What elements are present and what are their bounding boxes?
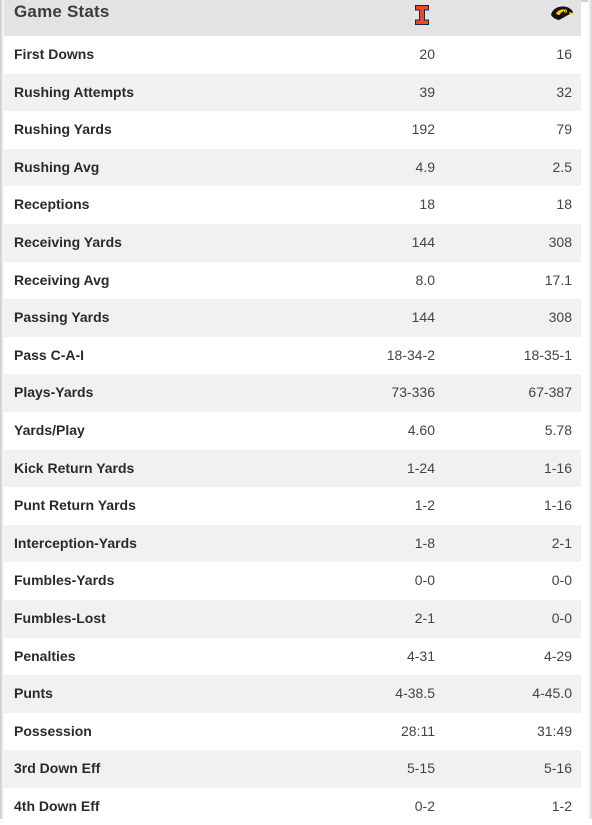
stat-label: Fumbles-Yards (14, 572, 115, 589)
home-team-value: 1-24 (406, 459, 435, 476)
stat-label: Rushing Attempts (14, 83, 135, 100)
away-team-value: 18 (556, 196, 572, 213)
stat-label: Punts (14, 685, 53, 702)
home-team-value: 8.0 (415, 271, 435, 288)
stat-label: Penalties (14, 647, 76, 664)
stat-label: Pass C-A-I (14, 346, 85, 363)
table-row: Receptions 18 18 (4, 186, 581, 224)
away-team-value: 67-387 (528, 384, 572, 401)
table-row: Possession 28:11 31:49 (4, 713, 581, 751)
home-team-value: 18 (419, 196, 435, 213)
away-team-value: 308 (548, 233, 572, 250)
stat-label: Receiving Yards (14, 233, 122, 250)
stat-label: Punt Return Yards (14, 497, 136, 514)
away-team-value: 5-16 (543, 760, 572, 777)
home-team-value: 73-336 (391, 384, 435, 401)
table-row: Receiving Yards 144 308 (4, 223, 581, 262)
stat-label: Plays-Yards (14, 384, 94, 401)
home-team-value: 0-0 (414, 572, 435, 589)
table-row: Fumbles-Lost 2-1 0-0 (4, 599, 581, 638)
table-row: Plays-Yards 73-336 67-387 (4, 374, 581, 412)
table-row: Passing Yards 144 308 (4, 299, 581, 337)
table-row: Punts 4-38.5 4-45.0 (4, 675, 581, 713)
away-team-value: 17.1 (544, 271, 572, 288)
table-row: Kick Return Yards 1-24 1-16 (4, 449, 581, 488)
home-team-value: 5-15 (406, 760, 435, 777)
table-row: Rushing Yards 192 79 (4, 111, 581, 149)
home-team-value: 4.9 (415, 158, 435, 175)
table-row: Rushing Avg 4.9 2.5 (4, 148, 581, 187)
home-team-value: 20 (419, 46, 435, 62)
table-row: Fumbles-Yards 0-0 0-0 (4, 562, 581, 600)
stat-rows: First Downs 20 16 Rushing Attempts 39 32 Rushi… (4, 36, 581, 825)
stat-label: Passing Yards (14, 309, 110, 326)
home-team-value: 144 (411, 233, 435, 250)
left-border (0, 0, 4, 819)
stat-label: Fumbles-Lost (14, 609, 106, 626)
stat-label: Rushing Avg (14, 158, 100, 175)
home-team-value: 28:11 (401, 722, 435, 739)
table-row: 4th Down Eff 0-2 1-2 (4, 788, 581, 825)
away-team-value: 4-29 (543, 647, 572, 664)
away-team-value: 2-1 (551, 534, 572, 551)
away-team-value: 18-35-1 (523, 346, 572, 363)
home-team-value: 4-31 (406, 647, 435, 664)
home-team-value: 39 (419, 83, 435, 100)
home-team-value: 1-8 (414, 534, 435, 551)
away-team-value: 1-2 (551, 797, 572, 814)
stat-label: Kick Return Yards (14, 459, 135, 476)
away-team-value: 31:49 (536, 722, 572, 739)
stat-label: Yards/Play (14, 421, 85, 438)
stat-label: Possession (14, 722, 92, 739)
away-team-value: 308 (548, 309, 572, 326)
table-row: Punt Return Yards 1-2 1-16 (4, 487, 581, 525)
stat-label: Receptions (14, 196, 90, 213)
table-row: First Downs 20 16 (4, 36, 581, 74)
away-team-value: 5.78 (544, 421, 572, 438)
game-stats-table: Game Stats First Downs 20 16 Rushing Attemp… (4, 0, 581, 825)
stat-label: Interception-Yards (14, 534, 137, 551)
home-team-value: 2-1 (414, 609, 435, 626)
table-row: Interception-Yards 1-8 2-1 (4, 524, 581, 563)
table-row: Rushing Attempts 39 32 (4, 73, 581, 112)
home-team-value: 144 (411, 309, 435, 326)
stat-label: Rushing Yards (14, 121, 112, 138)
stat-label: Receiving Avg (14, 271, 110, 288)
away-team-value: 2.5 (552, 158, 572, 175)
right-border (588, 0, 592, 819)
away-team-value: 79 (556, 121, 572, 138)
table-row: Penalties 4-31 4-29 (4, 638, 581, 676)
home-team-value: 0-2 (414, 797, 435, 814)
iowa-hawkeye-icon (550, 5, 574, 26)
away-team-value: 4-45.0 (532, 685, 572, 702)
stat-label: First Downs (14, 46, 95, 62)
home-team-value: 1-2 (414, 497, 435, 514)
illinois-block-i-icon (415, 5, 429, 30)
table-title: Game Stats (14, 2, 110, 21)
table-header: Game Stats (4, 0, 581, 36)
table-row: Receiving Avg 8.0 17.1 (4, 262, 581, 300)
away-team-value: 16 (556, 46, 572, 62)
table-row: 3rd Down Eff 5-15 5-16 (4, 750, 581, 788)
away-team-value: 1-16 (543, 459, 572, 476)
stat-label: 4th Down Eff (14, 797, 100, 814)
table-row: Pass C-A-I 18-34-2 18-35-1 (4, 337, 581, 375)
home-team-value: 4-38.5 (395, 685, 435, 702)
away-team-value: 0-0 (551, 572, 572, 589)
home-team-value: 18-34-2 (386, 346, 435, 363)
home-team-value: 4.60 (407, 421, 435, 438)
stat-label: 3rd Down Eff (14, 760, 101, 777)
table-row: Yards/Play 4.60 5.78 (4, 412, 581, 450)
home-team-value: 192 (411, 121, 435, 138)
away-team-value: 0-0 (551, 609, 572, 626)
away-team-value: 32 (556, 83, 572, 100)
away-team-value: 1-16 (543, 497, 572, 514)
